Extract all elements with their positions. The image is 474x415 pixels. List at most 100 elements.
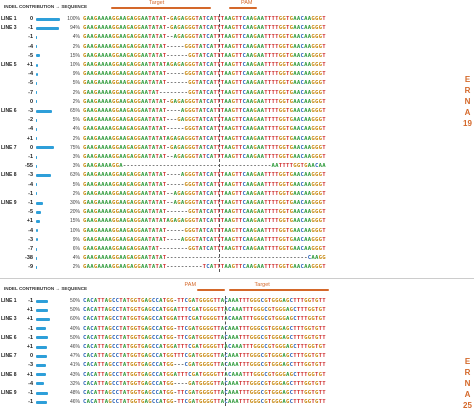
contribution-bar	[36, 192, 37, 196]
aligned-sequence: GAAGAAAAGGAAGAGGAATATAT------GGTATCATTTA…	[83, 52, 326, 59]
target-bracket	[110, 7, 211, 9]
aligned-sequence: GAAGAAAAGGAAGAGGAATAT--------GGTATCATTTA…	[83, 89, 326, 96]
side-label: ERNA19	[463, 75, 472, 128]
indel-row: +1 50% CACATTAGCCTATGGTGAGCCATGGATTTCGATGG…	[0, 305, 474, 315]
aligned-sequence: CACATTAGCCTATGGTGAGCCATGG-TTCGATGGGGTTAC…	[83, 334, 326, 341]
indel-row: +1 15% GAAGAAAAGGAAGAGGAATATATAGAGAGGGTATC…	[0, 216, 474, 226]
contribution-percent: 3%	[72, 154, 80, 160]
contribution-percent: 30%	[69, 200, 80, 206]
aligned-sequence: CACATTAGCCTATGGTGAGCCATGG----GATGGGGTTAC…	[83, 380, 326, 387]
contribution-percent: 2%	[72, 89, 80, 96]
line-label: LINE 3	[1, 316, 17, 323]
contribution-bar	[36, 54, 40, 58]
contribution-percent: 100%	[67, 16, 80, 22]
indel-row: LINE 9 -1 30% GAAGAAAAGGAAGAGGAATATAT--AGAG…	[0, 198, 474, 208]
aligned-sequence: GAAGAAAAGGAAGAGGAATATAT--AGAGGGTATCATTTA…	[83, 154, 326, 160]
indel-size: 0	[29, 98, 33, 105]
indel-size: -3	[28, 108, 33, 114]
target-label: Target	[254, 282, 270, 288]
line-label: LINE 8	[1, 371, 17, 378]
indel-row: -2 5% GAAGAAAAGGAAGAGGAATATAT---GAGGGTATCA…	[0, 115, 474, 125]
contribution-bar	[36, 308, 48, 312]
contribution-bar	[36, 247, 38, 251]
contribution-bar	[36, 373, 47, 377]
contribution-percent: 2%	[72, 190, 80, 197]
contribution-percent: 5%	[72, 117, 80, 124]
aligned-sequence: GAAGAAAAGGAAGAGGAATATAT--AGAGGGTATCATTTA…	[83, 200, 326, 206]
indel-size: 0	[29, 353, 33, 360]
header-label: INDEL CONTRIBUTION → SEQUENCE	[4, 4, 88, 9]
indel-size: -1	[28, 34, 33, 41]
indel-size: -1	[28, 325, 33, 332]
indel-row: -7 6% GAAGAAAAGGAAGAGGAATAT--------GGTATCA…	[0, 244, 474, 254]
contribution-percent: 46%	[69, 399, 80, 406]
contribution-bar	[36, 345, 48, 349]
line-label: LINE 3	[1, 25, 17, 32]
indel-size: -3	[28, 362, 33, 369]
line-label: LINE 1	[1, 16, 17, 22]
contribution-percent: 32%	[69, 380, 80, 387]
contribution-percent: 5%	[72, 181, 80, 188]
contribution-bar	[36, 210, 41, 214]
indel-size: -55	[25, 163, 33, 170]
indel-row: LINE 1 0 100% GAAGAAAAGGAAGAGGAATATAT-GAGAG…	[0, 14, 474, 24]
indel-size: -5	[28, 80, 33, 87]
aligned-sequence: GAAGAAAAGGAAGAGGAATATAT-----GGGTATCATTTA…	[83, 126, 326, 133]
line-label: LINE 1	[1, 298, 17, 304]
contribution-bar	[36, 81, 38, 85]
indel-size: -3	[28, 236, 33, 243]
indel-size: -2	[28, 117, 33, 124]
contribution-bar	[36, 336, 48, 340]
aligned-sequence: CACATTAGCCTATGGTGAGCCATGG---CGATGGGGTTAC…	[83, 362, 326, 369]
contribution-percent: 41%	[69, 362, 80, 369]
contribution-percent: 46%	[69, 344, 80, 350]
indel-size: -1	[28, 25, 33, 32]
contribution-percent: 3%	[72, 163, 80, 170]
indel-row: -4 10% GAAGAAAAGGAAGAGGAATATAT-----GGGTATC…	[0, 226, 474, 236]
contribution-bar	[36, 317, 51, 321]
contribution-percent: 2%	[72, 43, 80, 50]
indel-size: -5	[28, 52, 33, 59]
aligned-sequence: GAAGAAAAGGAAGAGGAATATATAGAGAGGGTATCATTTA…	[83, 218, 326, 225]
indel-size: +1	[26, 344, 33, 350]
contribution-percent: 2%	[72, 264, 80, 271]
contribution-bar	[36, 229, 39, 233]
side-label: ERNA25	[463, 357, 472, 410]
contribution-bar	[36, 173, 52, 177]
contribution-bar	[36, 137, 37, 141]
aligned-sequence: CACATTAGCCTATGGTGAGCCATGGATTTCGATGGGGTTA…	[83, 316, 326, 323]
contribution-bar	[36, 400, 48, 404]
aligned-sequence: CACATTAGCCTATGGTGAGCCATGG-TTCGATGGGGTTAC…	[83, 390, 326, 396]
line-label: LINE 7	[1, 144, 17, 151]
contribution-bar	[36, 256, 37, 260]
line-label: LINE 5	[1, 62, 17, 68]
line-label: LINE 8	[1, 172, 17, 179]
contribution-bar	[36, 363, 46, 367]
indel-row: -4 5% GAAGAAAAGGAAGAGGAATATAT-----GGGTATCA…	[0, 180, 474, 190]
indel-row: LINE 9 -1 48% CACATTAGCCTATGGTGAGCCATGG-TTC…	[0, 388, 474, 398]
contribution-bar	[36, 109, 52, 113]
pam-label: PAM	[184, 282, 197, 288]
indel-row: LINE 5 +1 10% GAAGAAAAGGAAGAGGAATATATAGAGAG…	[0, 60, 474, 70]
aligned-sequence: GAAGAAAAGGAAGAGGAATATAT-----GGGTATCATTTA…	[83, 181, 326, 188]
indel-size: -3	[28, 172, 33, 179]
indel-row: -9 2% GAAGAAAAGGAAGAGGAATATAT----------TCA…	[0, 262, 474, 272]
indel-size: +1	[26, 218, 33, 225]
contribution-bar	[36, 354, 48, 358]
aligned-sequence: CACATTAGCCTATGGTGAGCCATGGTTTCGATGGGGTTAC…	[83, 353, 326, 360]
indel-size: -5	[28, 209, 33, 216]
contribution-percent: 9%	[72, 71, 80, 78]
contribution-bar	[36, 327, 46, 331]
contribution-percent: 50%	[69, 307, 80, 314]
indel-row: +1 2% GAAGAAAAGGAAGAGGAATATATAGAGAGGGTATCA…	[0, 134, 474, 144]
contribution-percent: 5%	[72, 80, 80, 87]
line-label: LINE 6	[1, 108, 17, 114]
contribution-percent: 50%	[69, 298, 80, 304]
contribution-bar	[36, 219, 40, 223]
contribution-percent: 40%	[69, 325, 80, 332]
contribution-percent: 4%	[72, 255, 80, 262]
indel-size: -1	[28, 334, 33, 341]
contribution-bar	[36, 382, 44, 386]
contribution-percent: 50%	[69, 334, 80, 341]
contribution-percent: 75%	[69, 144, 80, 151]
